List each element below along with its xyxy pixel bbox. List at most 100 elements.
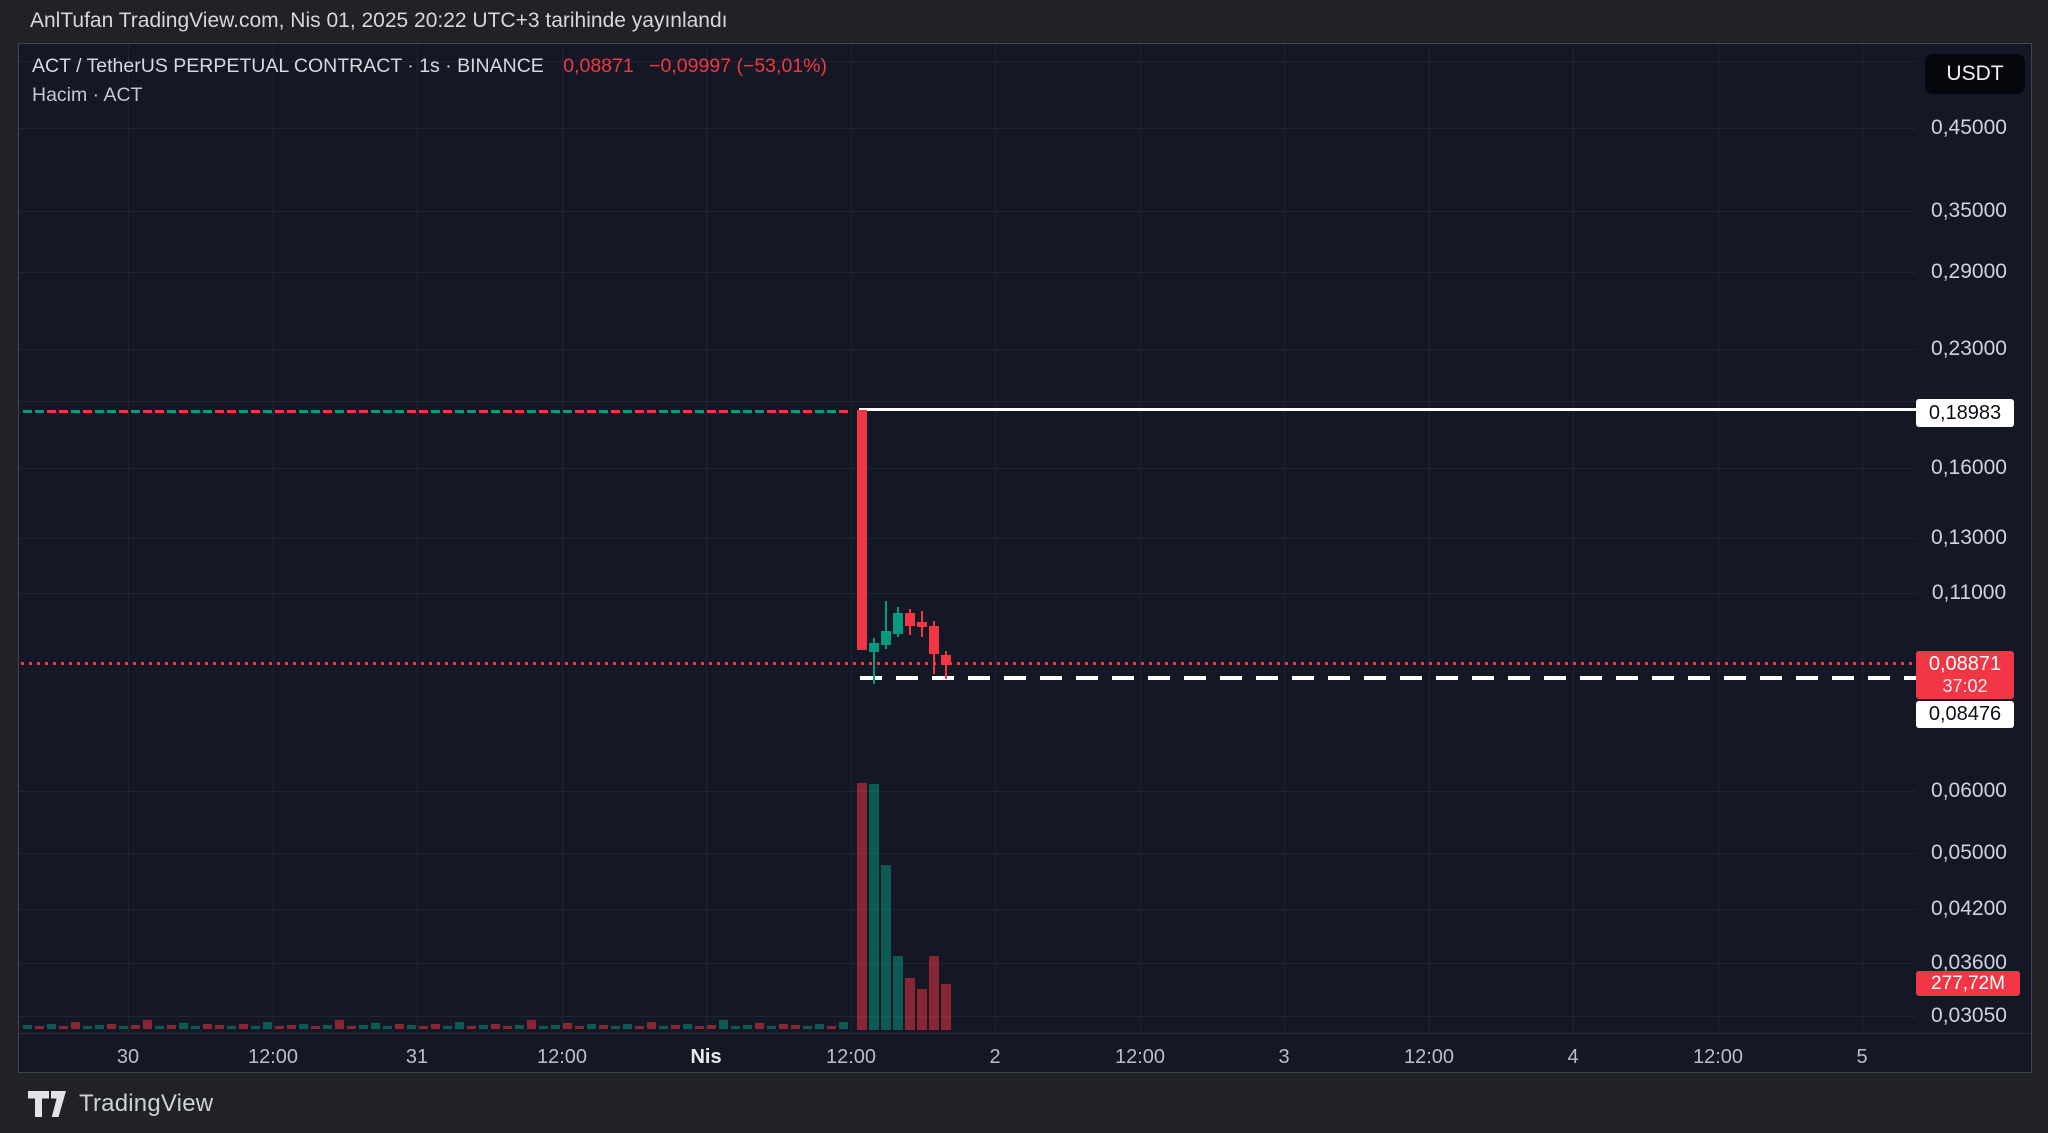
volume-legend[interactable]: Hacim · ACT	[32, 84, 143, 106]
historical-volume-dash	[527, 1020, 536, 1029]
historical-volume-dash	[683, 1024, 692, 1029]
flat-price-dash	[551, 410, 560, 413]
historical-volume-dash	[479, 1025, 488, 1029]
price-tick-label: 0,04200	[1931, 897, 2007, 920]
flat-price-dash	[467, 410, 476, 413]
flat-price-dash	[251, 410, 260, 413]
historical-volume-dash	[407, 1025, 416, 1029]
volume-bar	[881, 865, 891, 1030]
historical-volume-dash	[395, 1024, 404, 1029]
flat-price-dash	[407, 410, 416, 413]
flat-price-dash	[383, 410, 392, 413]
flat-price-dash	[131, 410, 140, 413]
grid-line-horizontal	[19, 349, 1916, 350]
chart-legend: ACT / TetherUS PERPETUAL CONTRACT · 1s ·…	[32, 51, 827, 109]
flat-price-dash	[647, 410, 656, 413]
price-tick-label: 0,45000	[1931, 116, 2007, 139]
legend-price-change: −0,09997 (−53,01%)	[649, 55, 827, 77]
time-tick-label: 12:00	[247, 1046, 299, 1068]
historical-volume-dash	[35, 1026, 44, 1029]
price-axis[interactable]	[1916, 44, 2031, 1033]
pre-crash-level-line	[859, 408, 1916, 411]
flat-price-dash	[287, 410, 296, 413]
time-axis[interactable]	[19, 1033, 2031, 1072]
legend-last-price: 0,08871	[563, 55, 634, 77]
flat-price-dash	[779, 410, 788, 413]
historical-volume-dash	[671, 1025, 680, 1029]
chart-panel: ACT / TetherUS PERPETUAL CONTRACT · 1s ·…	[18, 43, 2032, 1073]
flat-price-dash	[671, 410, 680, 413]
time-tick-label: 5	[1856, 1046, 1868, 1068]
grid-line-horizontal	[19, 128, 1916, 129]
flat-price-dash	[299, 410, 308, 413]
volume-value-badge: 277,72M	[1916, 971, 2020, 996]
historical-volume-dash	[515, 1025, 524, 1029]
volume-bar	[941, 984, 951, 1030]
flat-price-dash	[95, 410, 104, 413]
historical-volume-dash	[23, 1025, 32, 1029]
historical-volume-dash	[347, 1026, 356, 1029]
currency-toggle-button[interactable]: USDT	[1925, 54, 2025, 94]
historical-volume-dash	[59, 1026, 68, 1029]
flat-price-dash	[587, 410, 596, 413]
historical-volume-dash	[635, 1026, 644, 1029]
historical-volume-dash	[275, 1026, 284, 1029]
candle-wick	[873, 638, 875, 684]
historical-volume-dash	[647, 1022, 656, 1029]
historical-volume-dash	[371, 1023, 380, 1029]
volume-bar	[893, 956, 903, 1030]
historical-volume-dash	[131, 1025, 140, 1029]
volume-bar	[905, 978, 915, 1030]
historical-volume-dash	[719, 1020, 728, 1029]
historical-volume-dash	[587, 1024, 596, 1029]
flat-price-dash	[335, 410, 344, 413]
price-tick-label: 0,03600	[1931, 951, 2007, 974]
grid-line-horizontal	[19, 538, 1916, 539]
historical-volume-dash	[143, 1020, 152, 1029]
historical-volume-dash	[311, 1026, 320, 1029]
flat-price-dash	[215, 410, 224, 413]
flat-price-dash	[635, 410, 644, 413]
volume-bar	[857, 783, 867, 1030]
candle-body	[893, 613, 903, 634]
flat-price-dash	[59, 410, 68, 413]
historical-volume-dash	[119, 1026, 128, 1029]
flat-price-dash	[791, 410, 800, 413]
candle-body	[905, 613, 915, 626]
flat-price-dash	[323, 410, 332, 413]
flat-price-dash	[347, 410, 356, 413]
grid-line-horizontal	[19, 468, 1916, 469]
session-low-badge: 0,08476	[1916, 701, 2014, 728]
historical-volume-dash	[791, 1025, 800, 1029]
historical-volume-dash	[803, 1026, 812, 1029]
flat-price-dash	[815, 410, 824, 413]
tradingview-logo-icon[interactable]	[28, 1091, 66, 1117]
flat-price-dash	[227, 410, 236, 413]
historical-volume-dash	[383, 1026, 392, 1029]
historical-volume-dash	[239, 1024, 248, 1029]
flat-price-dash	[803, 410, 812, 413]
candle-body	[857, 410, 867, 650]
flat-price-dash	[527, 410, 536, 413]
flat-price-dash	[563, 410, 572, 413]
historical-volume-dash	[287, 1025, 296, 1029]
flat-price-dash	[83, 410, 92, 413]
historical-volume-dash	[203, 1024, 212, 1029]
historical-volume-dash	[827, 1026, 836, 1029]
flat-price-dash	[659, 410, 668, 413]
candle-wick	[945, 651, 947, 679]
flat-price-dash	[179, 410, 188, 413]
candle-body	[881, 631, 891, 645]
historical-volume-dash	[335, 1020, 344, 1029]
historical-volume-dash	[767, 1026, 776, 1029]
symbol-title[interactable]: ACT / TetherUS PERPETUAL CONTRACT · 1s ·…	[32, 55, 544, 77]
tradingview-brand[interactable]: TradingView	[79, 1090, 214, 1117]
historical-volume-dash	[155, 1026, 164, 1029]
flat-price-dash	[35, 410, 44, 413]
flat-price-dash	[707, 410, 716, 413]
grid-line-horizontal	[19, 61, 1916, 62]
historical-volume-dash	[539, 1026, 548, 1029]
price-tick-label: 0,03050	[1931, 1004, 2007, 1027]
flat-price-dash	[443, 410, 452, 413]
flat-price-dash	[479, 410, 488, 413]
